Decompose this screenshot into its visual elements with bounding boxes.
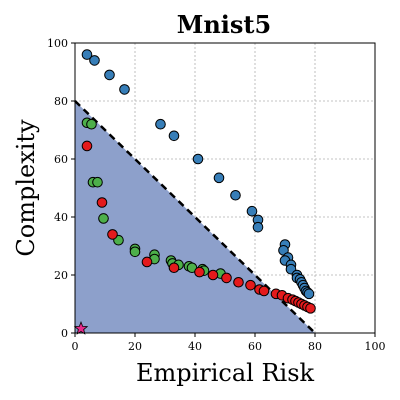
blue-point [104,69,115,81]
red-point [221,272,232,284]
y-tick-label: 20 [54,269,68,282]
blue-point [119,84,130,95]
x-tick-label: 0 [72,340,79,353]
red-point [141,256,153,268]
green-point [98,213,109,224]
blue-point [230,189,241,201]
plot-frame [74,42,376,334]
x-tick-label: 60 [248,340,262,353]
y-tick-label: 80 [54,95,68,108]
red-point [233,276,244,288]
green-point [92,176,103,188]
red-point [305,303,316,314]
data-points [73,49,316,335]
x-axis-label: Empirical Risk [136,359,315,387]
blue-point [213,172,225,184]
blue-point [81,49,93,60]
x-tick-label: 100 [365,340,386,353]
red-point [107,229,118,240]
x-tick-label: 40 [188,340,202,353]
y-tick-label: 60 [54,153,68,166]
blue-point [252,221,264,233]
blue-point [168,130,180,142]
green-point [86,118,97,130]
blue-point [303,288,315,300]
y-axis-label: Complexity [12,119,40,257]
green-point [129,246,141,258]
red-point [245,279,256,291]
red-point [168,262,180,274]
chart-title: Mnist5 [177,10,271,39]
shaded-region [75,101,315,333]
red-point [207,269,219,281]
y-tick-label: 0 [61,327,68,340]
red-point [96,197,108,208]
axis-ticks: 0 20 40 60 80 100 0 20 40 60 80 100 [47,37,386,353]
red-point [194,266,205,278]
blue-point [155,118,166,130]
x-tick-label: 80 [308,340,322,353]
x-tick-label: 20 [128,340,142,353]
blue-point [246,205,258,217]
blue-point [192,153,204,165]
y-tick-label: 100 [47,37,68,50]
y-tick-label: 40 [54,211,68,224]
star-marker [73,321,89,335]
blue-point [89,55,100,66]
feasible-region [75,101,315,333]
red-point [81,140,93,152]
red-point [258,285,270,297]
